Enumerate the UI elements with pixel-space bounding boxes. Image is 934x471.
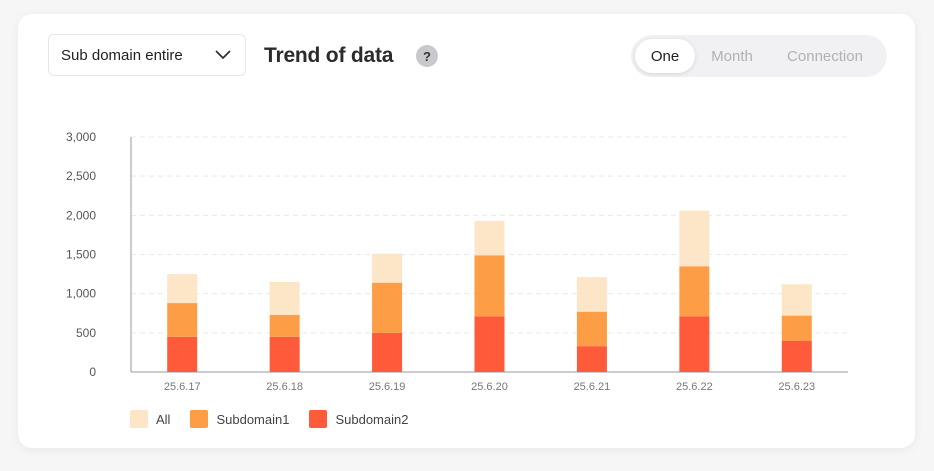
legend-swatch-subdomain1 [190,410,209,428]
bar-all-25.6.17 [167,274,198,304]
tab-connection[interactable]: Connection [787,47,863,65]
bar-subdomain2-25.6.20 [474,316,505,372]
bar-subdomain1-25.6.22 [679,266,710,317]
bar-all-25.6.22 [679,210,710,267]
bar-all-25.6.18 [269,281,300,315]
tab-one[interactable]: One [635,39,695,73]
x-tick-label: 25.6.18 [266,381,303,393]
legend-item-subdomain2: Subdomain2 [309,410,408,428]
bar-subdomain1-25.6.18 [269,314,300,337]
bar-subdomain2-25.6.17 [167,336,198,372]
x-tick-label: 25.6.20 [471,381,508,393]
legend-label-subdomain1: Subdomain1 [216,411,290,427]
dropdown-value: Sub domain entire [61,46,183,64]
legend-label-all: All [156,411,171,427]
bar-all-25.6.20 [474,220,505,256]
bar-subdomain1-25.6.23 [781,315,812,341]
bar-all-25.6.23 [781,284,812,316]
x-tick-label: 25.6.17 [164,381,201,393]
help-icon[interactable]: ? [416,45,438,67]
y-tick-label: 0 [89,365,96,379]
bar-subdomain1-25.6.19 [372,282,403,333]
y-tick-label: 2,000 [66,208,96,222]
y-tick-label: 1,500 [66,248,96,262]
x-tick-label: 25.6.23 [778,381,815,393]
legend-label-subdomain2: Subdomain2 [335,411,409,427]
y-tick-label: 500 [76,326,96,340]
legend-item-all: All [130,410,170,428]
bar-subdomain2-25.6.19 [372,332,403,372]
tab-month[interactable]: Month [711,47,753,65]
chart-legend: All Subdomain1 Subdomain2 [130,410,428,428]
bar-subdomain1-25.6.20 [474,255,505,317]
chart-card [18,14,915,448]
x-tick-label: 25.6.22 [676,381,713,393]
bar-subdomain1-25.6.21 [576,311,607,347]
bar-subdomain1-25.6.17 [167,303,198,337]
y-tick-label: 2,500 [66,169,96,183]
period-toggle: One Month Connection [631,35,887,77]
bar-all-25.6.21 [576,277,607,312]
y-tick-label: 1,000 [66,287,96,301]
chevron-down-icon [213,45,233,65]
bar-all-25.6.19 [372,253,403,283]
legend-item-subdomain1: Subdomain1 [190,410,289,428]
legend-swatch-subdomain2 [309,410,328,428]
bar-subdomain2-25.6.23 [781,340,812,372]
y-tick-label: 3,000 [66,130,96,144]
subdomain-dropdown[interactable]: Sub domain entire [48,34,246,76]
bar-subdomain2-25.6.21 [576,346,607,372]
x-tick-label: 25.6.19 [369,381,406,393]
x-tick-label: 25.6.21 [574,381,611,393]
bar-subdomain2-25.6.22 [679,316,710,372]
bar-subdomain2-25.6.18 [269,336,300,372]
page-title: Trend of data [264,44,394,67]
legend-swatch-all [130,410,148,428]
